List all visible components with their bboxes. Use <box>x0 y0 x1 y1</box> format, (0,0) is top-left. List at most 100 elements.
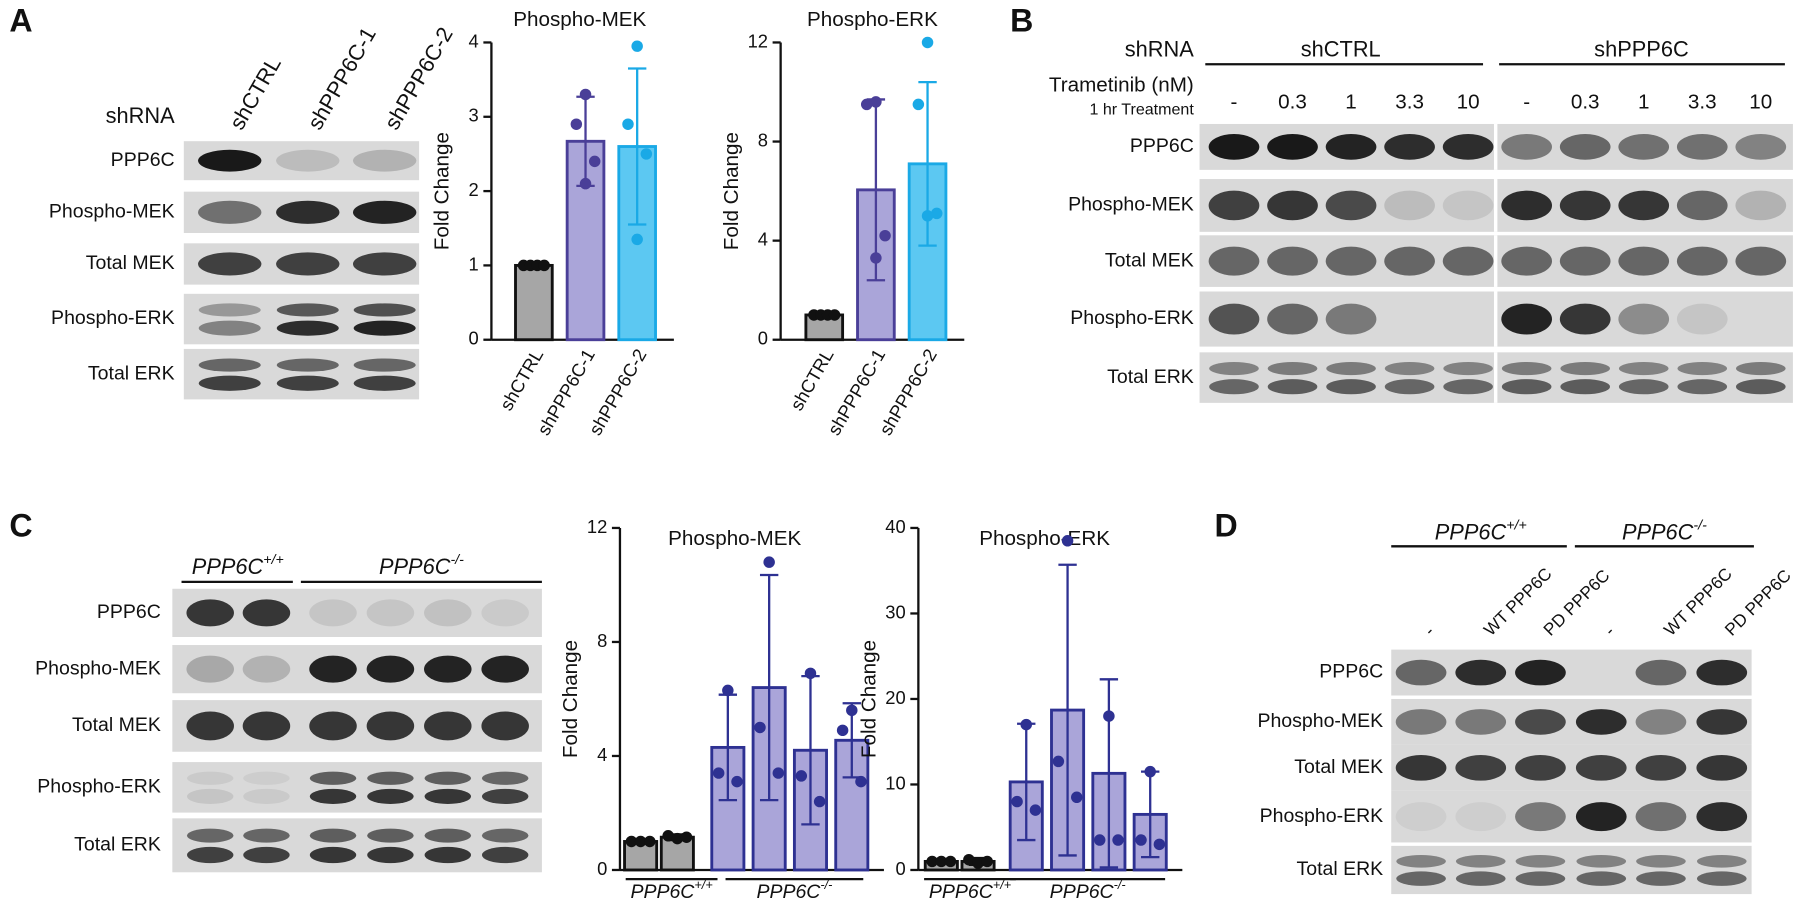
blot-band <box>352 200 417 224</box>
blot-band <box>1267 246 1318 276</box>
data-point <box>1135 834 1147 846</box>
blot-row-label: Total ERK <box>1296 858 1383 880</box>
blot-band <box>242 711 291 741</box>
gene-name: PPP6C <box>379 554 451 579</box>
blot-band <box>481 655 529 683</box>
blot-band <box>353 320 416 336</box>
gene-name: PPP6C <box>1050 881 1115 903</box>
blot-band <box>353 303 416 317</box>
blot-band <box>198 149 262 172</box>
blot-band <box>1736 379 1786 395</box>
genotype-label: PPP6C-/- <box>379 552 464 579</box>
data-point <box>972 857 984 869</box>
blot-band <box>1576 855 1627 868</box>
dose-label: - <box>1231 91 1238 114</box>
blot-header: shRNA <box>106 103 176 128</box>
blot-band <box>1560 379 1610 395</box>
blot-band <box>1208 246 1260 276</box>
blot-band <box>243 846 290 864</box>
blot-band <box>1618 190 1670 221</box>
blot-band <box>1396 855 1446 868</box>
blot-band <box>481 788 529 805</box>
genotype: +/+ <box>1506 517 1526 533</box>
blot-band <box>1575 754 1627 781</box>
blot-band <box>1455 659 1507 686</box>
blot-band <box>1696 871 1747 886</box>
genotype-label: PPP6C+/+ <box>929 878 1011 903</box>
genotype: -/- <box>450 552 464 568</box>
data-point <box>828 309 841 321</box>
blot-band <box>1575 802 1627 832</box>
blot-band <box>1636 855 1686 868</box>
blot-strip <box>1391 698 1752 745</box>
blot-row-label: Phospho-ERK <box>1260 805 1384 827</box>
blot-band <box>1618 303 1670 335</box>
data-point <box>631 40 643 52</box>
dose-label: 1 <box>1345 91 1356 114</box>
data-point <box>772 767 785 779</box>
blot-band <box>1443 304 1494 335</box>
data-point <box>570 118 583 130</box>
blot-band <box>424 788 472 805</box>
data-point <box>921 210 934 222</box>
genotype: +/+ <box>694 878 712 892</box>
data-point <box>1093 834 1106 846</box>
blot-row-label: Total MEK <box>86 252 175 274</box>
blot-band <box>367 846 414 864</box>
blot-band <box>1443 361 1493 376</box>
blot-band <box>1515 871 1566 886</box>
genotype-label: PPP6C+/+ <box>1435 517 1527 544</box>
data-point <box>662 830 674 842</box>
blot-band <box>1576 660 1627 686</box>
data-point <box>804 667 817 680</box>
blot-band <box>481 711 529 741</box>
blot-band <box>1267 134 1318 160</box>
blot-band <box>366 711 415 741</box>
blot-band <box>1325 134 1377 160</box>
dose-label: 3.3 <box>1395 91 1424 114</box>
blot-band <box>1559 190 1611 221</box>
blot-row-label: Total MEK <box>72 714 161 736</box>
data-point <box>912 98 925 111</box>
blot-band <box>1696 659 1748 686</box>
y-tick-label: 3 <box>469 105 479 126</box>
blot-band <box>186 711 234 741</box>
gene-name: PPP6C <box>929 881 994 903</box>
bar <box>514 263 554 342</box>
data-point <box>879 229 891 242</box>
blot-band <box>424 828 472 843</box>
blot-band <box>424 599 472 627</box>
chart-title: Phospho-ERK <box>807 8 938 31</box>
dose-label: 0.3 <box>1571 91 1600 114</box>
blot-band <box>186 771 234 785</box>
y-tick-label: 12 <box>587 516 607 537</box>
y-axis-label: Fold Change <box>431 132 454 250</box>
blot-band <box>1455 802 1507 832</box>
chart-title: Phospho-MEK <box>668 527 801 550</box>
data-point <box>625 835 638 848</box>
blot-band <box>367 788 414 805</box>
blot-band <box>1326 361 1376 376</box>
genotype-label: PPP6C+/+ <box>192 552 284 579</box>
blot-band <box>353 375 416 391</box>
blot-band <box>1267 379 1318 395</box>
gene-name: PPP6C <box>1622 519 1694 544</box>
data-point <box>870 96 882 108</box>
blot-band <box>481 771 529 785</box>
blot-band <box>481 828 529 843</box>
blot-row-label: Phospho-MEK <box>35 657 161 679</box>
blot-band <box>352 149 417 172</box>
data-point <box>671 832 684 845</box>
genotype: +/+ <box>263 552 283 568</box>
blot-band <box>1267 303 1318 335</box>
y-tick-label: 0 <box>758 328 768 349</box>
y-tick-label: 0 <box>469 328 479 349</box>
blot-band <box>424 711 472 741</box>
blot-strip <box>183 348 420 400</box>
blot-band <box>1735 134 1787 160</box>
y-axis-label: Fold Change <box>559 640 582 758</box>
data-point <box>1071 791 1083 804</box>
blot-band <box>1576 871 1627 886</box>
blot-band <box>1208 303 1260 335</box>
blot-band <box>309 711 357 741</box>
